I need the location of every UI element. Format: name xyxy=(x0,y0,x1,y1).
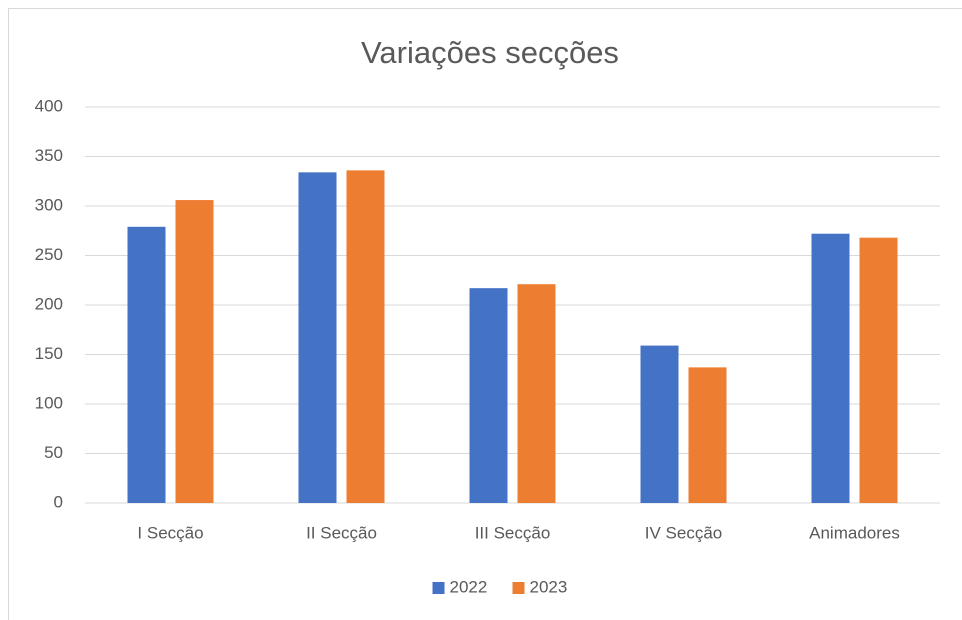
legend-swatch xyxy=(512,582,525,594)
y-tick-label: 300 xyxy=(35,195,63,214)
legend-label: 2023 xyxy=(530,577,568,596)
x-tick-label: I Secção xyxy=(137,523,203,542)
bar xyxy=(175,200,214,503)
x-tick-label: Animadores xyxy=(809,523,900,542)
y-tick-label: 200 xyxy=(35,294,63,313)
bar xyxy=(127,226,166,504)
y-tick-label: 250 xyxy=(35,245,63,264)
bar xyxy=(640,345,679,503)
bar xyxy=(859,237,898,503)
y-tick-label: 400 xyxy=(35,96,63,115)
bar xyxy=(346,170,385,504)
legend-label: 2022 xyxy=(450,577,488,596)
legend-swatch xyxy=(432,582,445,594)
bar xyxy=(688,367,727,503)
y-tick-label: 0 xyxy=(54,492,63,511)
y-tick-label: 350 xyxy=(35,146,63,165)
y-tick-label: 150 xyxy=(35,344,63,363)
x-tick-label: III Secção xyxy=(475,523,551,542)
x-tick-label: IV Secção xyxy=(645,523,723,542)
x-tick-label: II Secção xyxy=(306,523,377,542)
bar xyxy=(811,233,850,503)
bar xyxy=(469,288,508,503)
chart-title: Variações secções xyxy=(361,35,619,70)
y-tick-label: 50 xyxy=(44,443,63,462)
bar xyxy=(517,284,556,503)
bar xyxy=(298,172,337,503)
y-tick-label: 100 xyxy=(35,393,63,412)
